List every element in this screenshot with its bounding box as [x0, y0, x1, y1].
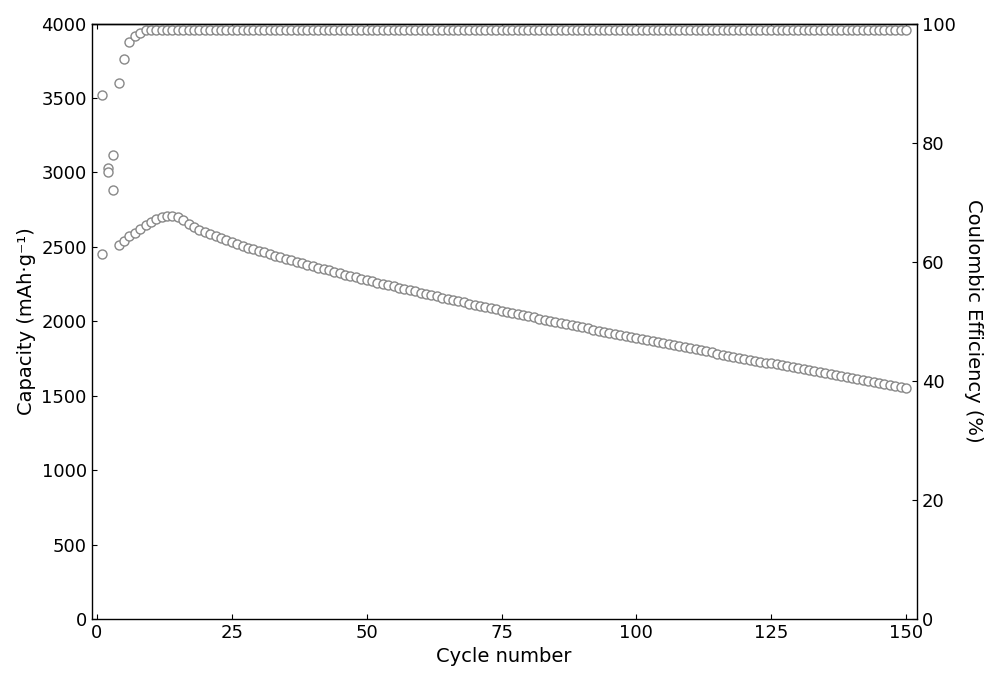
- Y-axis label: Coulombic Efficiency (%): Coulombic Efficiency (%): [964, 199, 983, 443]
- Y-axis label: Capacity (mAh·g⁻¹): Capacity (mAh·g⁻¹): [17, 227, 36, 415]
- X-axis label: Cycle number: Cycle number: [436, 647, 572, 667]
